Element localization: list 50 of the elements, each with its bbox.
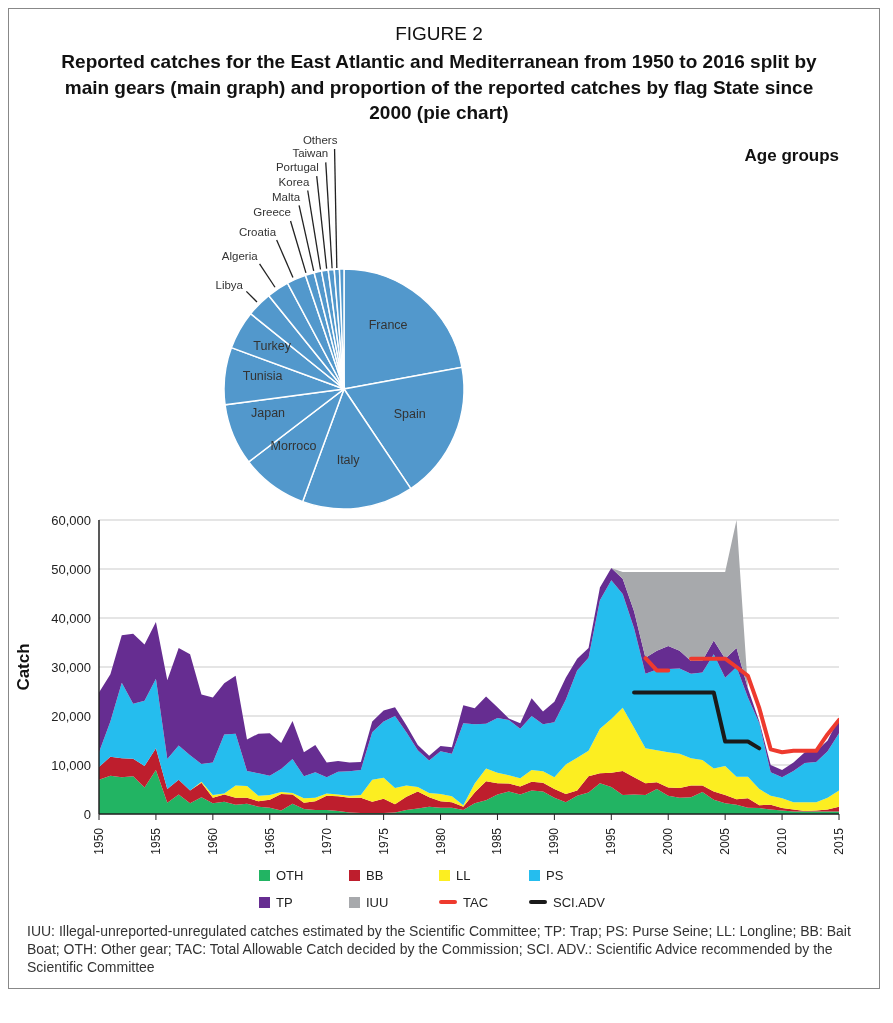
x-tick-label: 1970 [319, 827, 334, 855]
legend-label: OTH [276, 867, 304, 883]
x-tick-label: 1985 [490, 827, 505, 855]
slice-label: Korea [278, 175, 310, 188]
legend-label: TAC [463, 894, 489, 910]
x-tick-label: 1965 [262, 827, 277, 855]
slice-label: Tunisia [242, 368, 283, 383]
x-tick-label: 2015 [832, 827, 846, 855]
legend-label: TP [276, 894, 293, 910]
slice-label: Croatia [239, 225, 277, 238]
slice-label: Italy [336, 453, 361, 468]
x-tick-label: 1955 [148, 827, 163, 855]
slice-label: Morroco [270, 438, 317, 453]
slice-label: Libya [215, 278, 244, 291]
slice-label: Japan [251, 406, 286, 421]
legend-label: SCI.ADV [553, 894, 606, 910]
slice-label: Spain [393, 406, 426, 421]
slice-label: Greece [253, 206, 291, 219]
y-tick-label: 40,000 [51, 610, 91, 626]
x-tick-label: 1960 [205, 827, 220, 855]
x-tick-label: 1950 [92, 827, 106, 855]
slice-label: France [368, 317, 408, 332]
slice-label: Portugal [275, 161, 319, 174]
legend-label: PS [546, 867, 564, 883]
chart-title: Reported catches for the East Atlantic and Mediterranean from 1950 to 2016 split by main gears (main graph) and proportion of the reported catches by flag State since 2000 (pie chart) [60, 50, 818, 126]
x-tick-label: 1995 [604, 827, 619, 855]
legend-label: BB [366, 867, 384, 883]
x-tick-label: 1975 [376, 827, 391, 855]
y-tick-label: 20,000 [51, 708, 91, 724]
slice-label: Others [302, 133, 338, 146]
x-tick-label: 2010 [775, 827, 790, 855]
x-tick-label: 2005 [718, 827, 733, 855]
x-tick-label: 1980 [433, 827, 448, 855]
y-tick-label: 0 [83, 806, 91, 822]
slice-label: Taiwan [292, 147, 329, 160]
legend-label: LL [456, 867, 471, 883]
slice-label: Turkey [253, 339, 292, 354]
y-tick-label: 60,000 [51, 512, 91, 528]
x-tick-label: 1990 [547, 827, 562, 855]
x-tick-label: 2000 [661, 827, 676, 855]
legend-label: IUU [366, 894, 389, 910]
y-tick-label: 10,000 [51, 757, 91, 773]
text: IUU: Illegal-unreported-unregulated catches estimated by the Scientific Committee; TP: Trap; PS: Purse Seine; LL: Longline; BB: Bait Boat; OTH: Other gear; TAC: Total Allowable Catch decided by the Commission; SCI. ADV.: Scientific Advice recommended by the Scientific Committee [27, 921, 851, 977]
y-axis-title: Catch [14, 643, 34, 691]
slice-label: Algeria [221, 250, 259, 263]
slice-label: Malta [271, 190, 301, 203]
text: Age groups [744, 145, 839, 166]
y-tick-label: 50,000 [51, 561, 91, 577]
y-tick-label: 30,000 [51, 659, 91, 675]
caption: FIGURE 2 [394, 23, 484, 45]
